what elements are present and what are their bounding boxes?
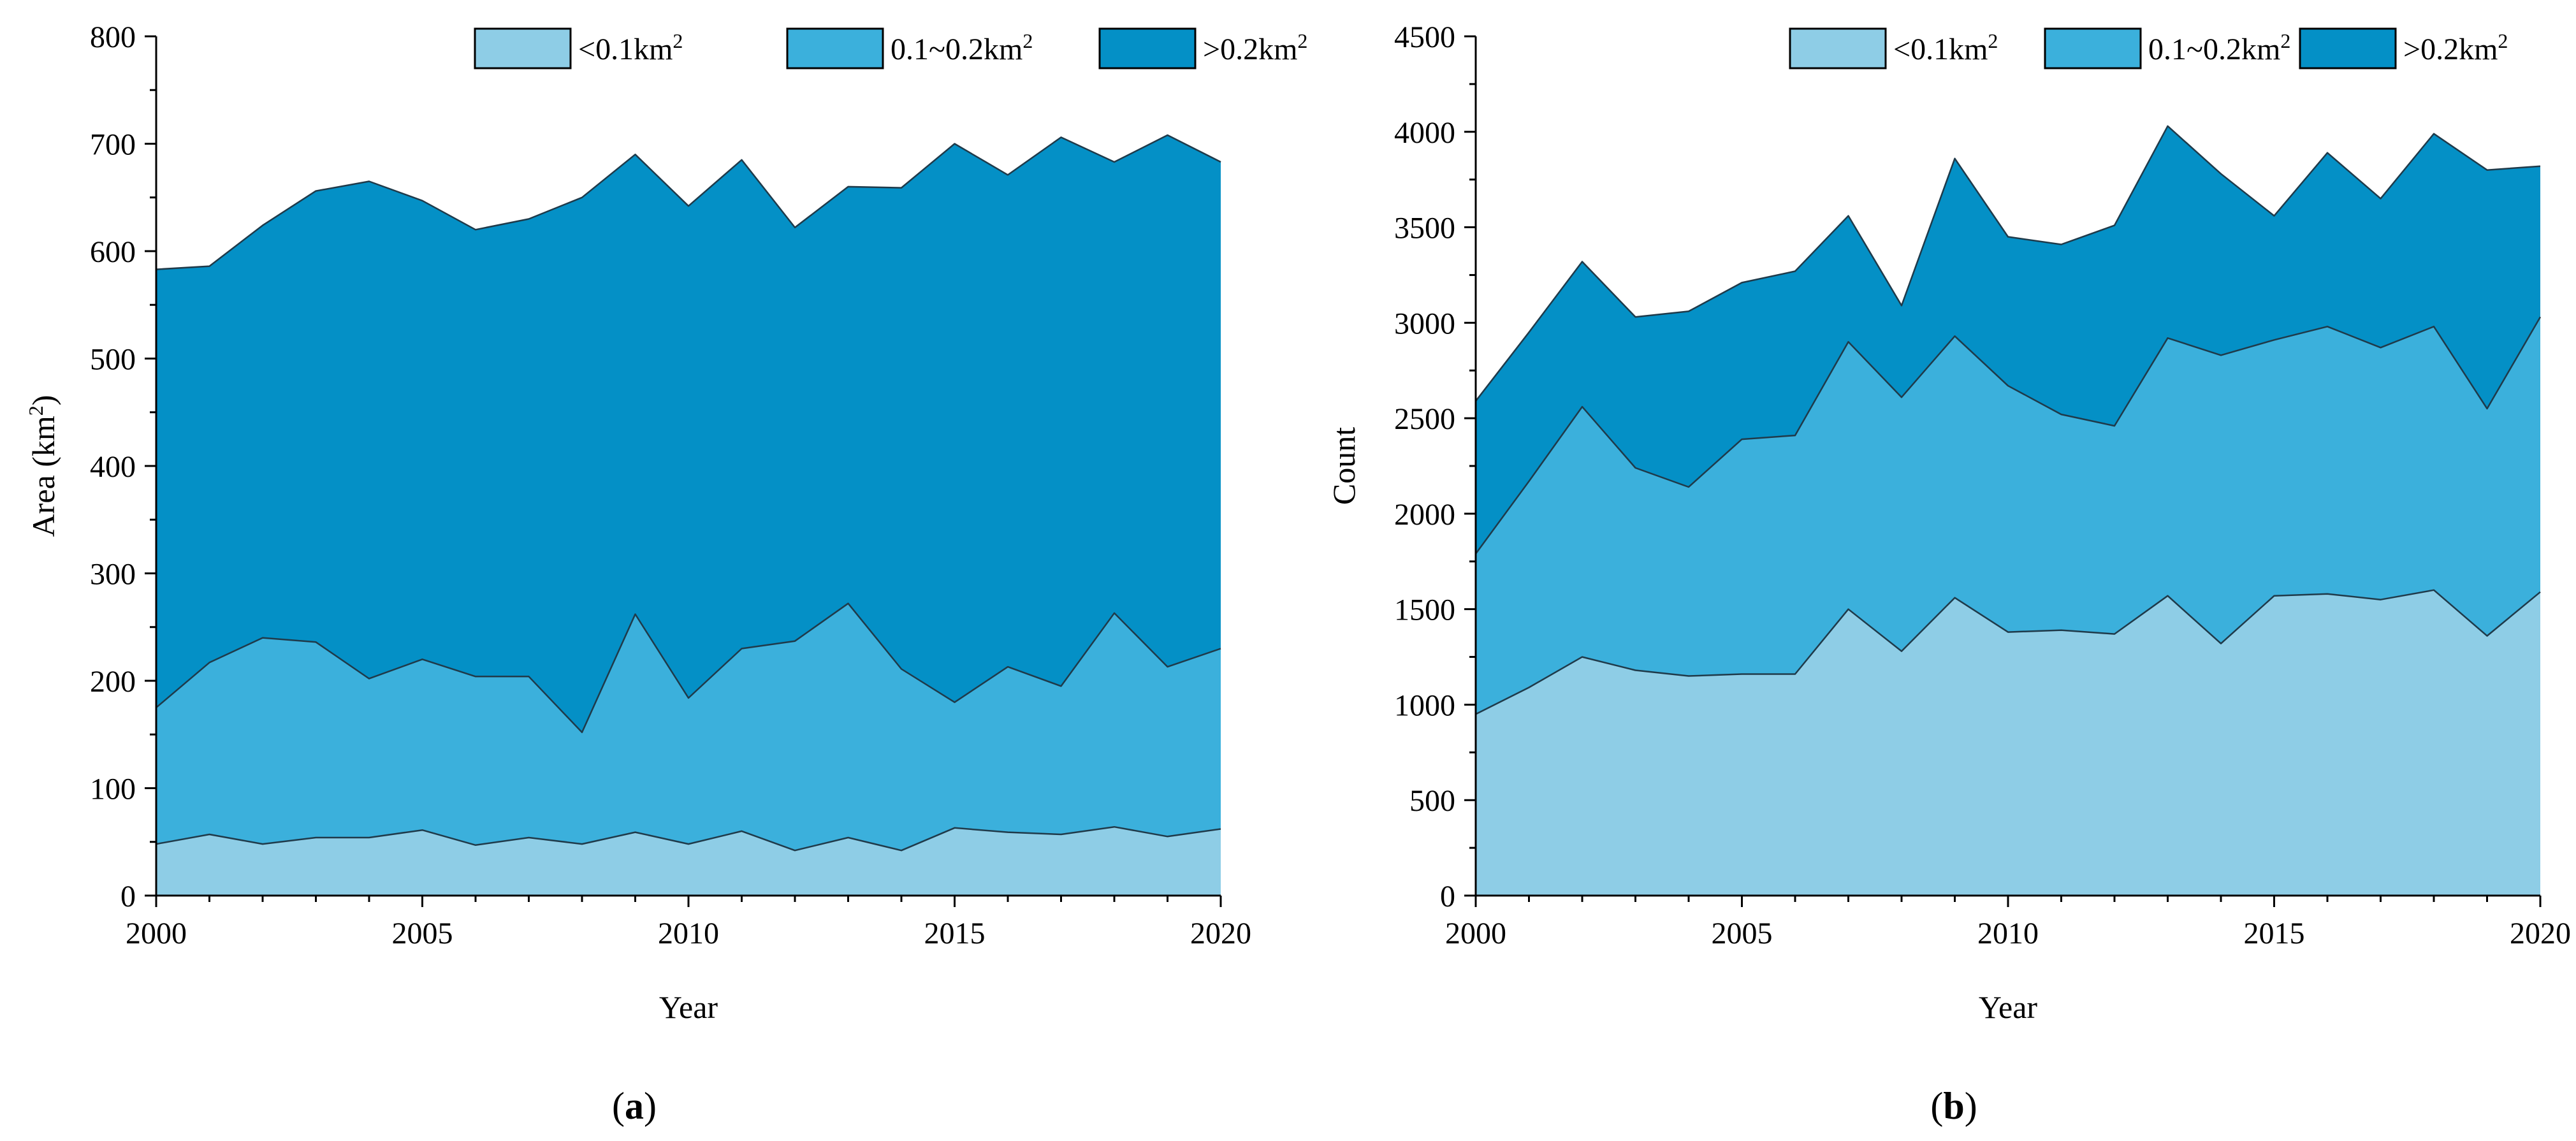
legend-item-3: >0.2km2	[1098, 27, 1307, 69]
legend-label-sup: 2	[1022, 29, 1033, 52]
legend: <0.1km2 0.1~0.2km2 >0.2km2	[474, 27, 1307, 69]
y-tick-label: 1500	[1394, 593, 1455, 627]
y-axis-title-sup: 2	[24, 405, 47, 416]
y-tick-label: 2500	[1394, 402, 1455, 436]
panel-label-open-paren: (	[612, 1085, 625, 1127]
legend-label: 0.1~0.2km2	[2148, 29, 2290, 66]
y-tick-label: 200	[90, 665, 136, 699]
legend: <0.1km2 0.1~0.2km2 >0.2km2	[1789, 27, 2508, 69]
x-axis-title: Year	[1979, 989, 2037, 1025]
legend-label-main: <0.1km	[578, 33, 673, 66]
y-tick-label: 100	[90, 773, 136, 806]
legend-item-3: >0.2km2	[2299, 27, 2508, 69]
legend-label: 0.1~0.2km2	[891, 29, 1033, 66]
legend-label-main: >0.2km	[2403, 33, 2498, 66]
legend-item-1: <0.1km2	[474, 27, 683, 69]
legend-swatch	[786, 27, 884, 69]
legend-label: >0.2km2	[1203, 29, 1307, 66]
y-axis-title: Area (km2)	[24, 395, 61, 537]
series-boundary-line-1	[1475, 589, 2541, 715]
legend-label-sup: 2	[2280, 29, 2290, 52]
area-series-2	[1476, 317, 2540, 715]
area-series-3	[156, 135, 1221, 732]
y-tick-label: 700	[90, 128, 136, 162]
legend-label: <0.1km2	[578, 29, 683, 66]
y-tick-label: 1000	[1394, 688, 1455, 722]
panel-a-area-chart: 0 100 200 300 400 500 600 700 800 2000 2005 2010 201…	[24, 20, 1307, 1127]
x-tick-label: 2015	[924, 917, 986, 950]
y-tick-label: 4000	[1394, 116, 1455, 150]
panel-label-close-paren: )	[644, 1085, 657, 1127]
legend-label: >0.2km2	[2403, 29, 2508, 66]
y-axis-title-main: Count	[1326, 427, 1362, 505]
legend-swatch	[2299, 27, 2397, 69]
panel-label-letter: b	[1943, 1085, 1964, 1127]
x-tick-label: 2005	[392, 917, 453, 950]
legend-swatch	[1789, 27, 1887, 69]
panel-b-count-chart: 0 500 1000 1500 2000 2500 3000 3500 4000 4500 2000…	[1326, 20, 2571, 1127]
panel-label-open-paren: (	[1930, 1085, 1943, 1127]
series-boundary-line-2	[1474, 316, 2542, 555]
y-tick-label: 300	[90, 558, 136, 592]
legend-label-sup: 2	[2498, 29, 2508, 52]
area-series-1	[156, 827, 1221, 896]
legend-swatch	[1098, 27, 1197, 69]
legend-label-main: 0.1~0.2km	[891, 33, 1022, 66]
panel-label-letter: a	[625, 1085, 644, 1127]
legend-swatch	[474, 27, 572, 69]
legend-label-main: <0.1km	[1893, 33, 1988, 66]
legend-item-2: 0.1~0.2km2	[786, 27, 1033, 69]
legend-label-sup: 2	[1297, 29, 1307, 52]
y-axis-title: Count	[1326, 427, 1362, 505]
x-tick-label: 2000	[126, 917, 187, 950]
series-boundary-line-1	[156, 825, 1221, 852]
series-boundary-line-3	[156, 134, 1221, 270]
y-tick-label: 500	[90, 343, 136, 377]
y-axis-title-suffix: )	[25, 395, 61, 406]
y-tick-label: 3500	[1394, 212, 1455, 245]
series-boundary-line-2	[156, 602, 1221, 734]
legend-item-2: 0.1~0.2km2	[2044, 27, 2290, 69]
x-tick-label: 2010	[658, 917, 719, 950]
x-tick-label: 2010	[1977, 917, 2039, 950]
series-boundary-line-3	[1475, 125, 2541, 402]
legend-swatch	[2044, 27, 2142, 69]
x-tick-label: 2020	[1190, 917, 1251, 950]
panel-label: (a)	[612, 1085, 657, 1127]
panel-label-close-paren: )	[1965, 1085, 1977, 1127]
area-series-1	[1476, 590, 2540, 896]
x-tick-label: 2015	[2244, 917, 2305, 950]
x-axis-title: Year	[659, 989, 718, 1025]
area-series-2	[156, 603, 1221, 851]
y-tick-label: 600	[90, 235, 136, 269]
legend-item-1: <0.1km2	[1789, 27, 1998, 69]
y-tick-label: 3000	[1394, 307, 1455, 340]
y-tick-label: 2000	[1394, 498, 1455, 532]
legend-label-sup: 2	[673, 29, 683, 52]
y-axis-title-main: Area (km	[25, 416, 61, 537]
legend-label-sup: 2	[1988, 29, 1998, 52]
y-tick-label: 500	[1409, 784, 1455, 818]
legend-label: <0.1km2	[1893, 29, 1998, 66]
y-tick-label: 0	[120, 880, 136, 913]
x-tick-label: 2005	[1712, 917, 1773, 950]
x-tick-label: 2020	[2510, 917, 2571, 950]
y-tick-label: 4500	[1394, 20, 1455, 54]
legend-label-main: >0.2km	[1203, 33, 1297, 66]
panel-label: (b)	[1930, 1085, 1977, 1127]
y-tick-label: 0	[1440, 880, 1455, 913]
area-series-3	[1476, 126, 2540, 554]
y-tick-label: 800	[90, 20, 136, 54]
y-tick-label: 400	[90, 450, 136, 484]
x-tick-label: 2000	[1445, 917, 1506, 950]
legend-label-main: 0.1~0.2km	[2148, 33, 2280, 66]
